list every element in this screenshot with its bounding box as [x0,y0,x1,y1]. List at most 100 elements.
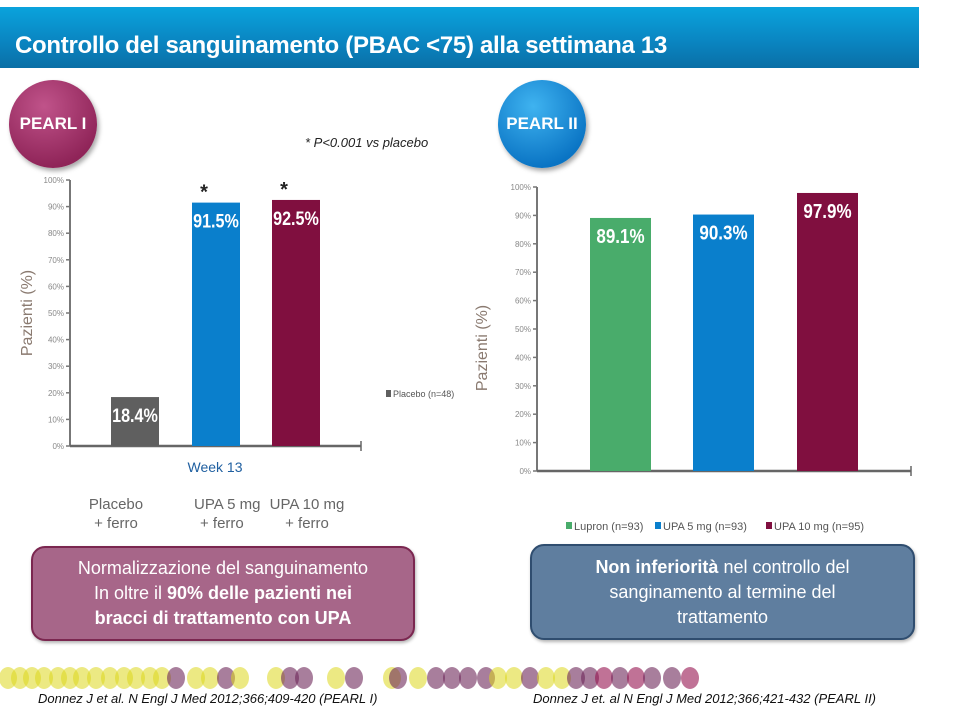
box-text: In oltre il [93,583,167,603]
x-axis-label: Week 13 [188,459,243,475]
y-tick-label: 20% [515,410,531,419]
decorative-dot [627,667,645,689]
citation-left: Donnez J et al. N Engl J Med 2012;366;40… [38,691,378,706]
decorative-dot [201,667,219,689]
bar-3 [272,199,320,446]
category-label-upa5: UPA 5 mg + ferro [166,495,270,533]
y-tick-label: 0% [519,467,531,476]
y-axis-label: Pazienti (%) [19,270,36,356]
y-tick-label: 100% [511,183,531,192]
decorative-dot [281,667,299,689]
chart-2: 0% 10% 20% 30% 40% 50% 60% 70% 80% 90% 100% Pazient… [474,183,912,533]
y-tick-label: 10% [48,415,64,424]
decorative-dot [389,667,407,689]
box-bold-text: 90% delle pazienti nei [166,583,353,603]
y-tick-label: 80% [48,229,64,238]
category-line: + ferro [200,515,244,532]
y-tick-label: 0% [52,442,64,451]
legend-swatch [655,522,661,529]
decorative-dot [537,667,555,689]
citation-right: Donnez J et. al N Engl J Med 2012;366;42… [533,691,877,706]
category-line: UPA 5 mg [194,496,261,513]
y-tick-label: 90% [515,211,531,220]
data-label: 97.9% [803,200,851,223]
data-label: 92.5% [273,208,319,230]
decorative-dot [553,667,571,689]
decorative-dots [0,667,699,689]
data-label: 89.1% [596,225,644,248]
box-bold-text: bracci di trattamento con UPA [94,608,352,628]
decorative-dot [217,667,235,689]
y-tick-label: 20% [48,389,64,398]
decorative-dot [459,667,477,689]
y-tick-label: 100% [44,176,64,185]
decorative-dot [595,667,613,689]
decorative-dot [681,667,699,689]
legend-label: Placebo (n=48) [393,389,454,399]
significance-asterisk: * [280,179,288,201]
decorative-dot [409,667,427,689]
bar-2 [693,214,754,471]
decorative-dot [295,667,313,689]
title-bar: Controllo del sanguinamento (PBAC <75) a… [0,7,919,68]
category-line: + ferro [285,515,329,532]
decorative-dot [153,667,171,689]
data-label: 18.4% [112,405,158,427]
y-tick-label: 60% [48,282,64,291]
box-line: sanginamento al termine del [609,582,836,602]
legend-label: UPA 5 mg (n=93) [663,521,747,533]
box-line: Normalizzazione del sanguinamento [77,558,369,578]
decorative-dot [443,667,461,689]
y-tick-label: 70% [48,256,64,265]
decorative-dot [521,667,539,689]
category-line: + ferro [94,515,138,532]
y-tick-label: 50% [515,325,531,334]
summary-box-pearl1: Normalizzazione del sanguinamento In olt… [31,546,415,641]
legend-swatch [386,390,391,397]
slide-title: Controllo del sanguinamento (PBAC <75) a… [15,32,668,59]
decorative-dot [101,667,119,689]
category-line: UPA 10 mg [269,496,345,513]
decorative-dot [35,667,53,689]
box-line: trattamento [676,607,769,627]
y-tick-label: 40% [48,336,64,345]
data-label: 90.3% [699,221,747,244]
legend-swatch [566,522,572,529]
bar-1 [590,217,651,471]
legend-label: Lupron (n=93) [574,521,643,533]
y-tick-label: 10% [515,439,531,448]
legend-label: UPA 10 mg (n=95) [774,521,864,533]
decorative-dot [167,667,185,689]
decorative-dot [73,667,91,689]
category-label-placebo: Placebo + ferro [66,495,166,533]
decorative-dot [267,667,285,689]
decorative-dot [427,667,445,689]
decorative-dot [581,667,599,689]
decorative-dot [345,667,363,689]
decorative-dot [611,667,629,689]
p-value-note: * P<0.001 vs placebo [305,135,429,150]
bar-2 [192,202,240,446]
y-axis-label: Pazienti (%) [474,305,491,391]
box-bold-text: Non inferiorità [595,557,719,577]
decorative-dot [231,667,249,689]
category-label-upa10: UPA 10 mg + ferro [257,495,357,533]
pearl1-badge: PEARL I [9,80,97,168]
decorative-dot [505,667,523,689]
y-tick-label: 70% [515,268,531,277]
decorative-dot [327,667,345,689]
y-tick-label: 30% [515,382,531,391]
decorative-dot [567,667,585,689]
legend-swatch [766,522,772,529]
y-tick-label: 30% [48,362,64,371]
y-tick-label: 40% [515,353,531,362]
y-tick-label: 60% [515,297,531,306]
chart-1: 0% 10% 20% 30% 40% 50% 60% 70% 80% 90% 100% Pazient… [19,176,454,475]
category-line: Placebo [88,496,144,513]
decorative-dot [643,667,661,689]
bar-3 [797,192,858,472]
y-tick-label: 50% [48,309,64,318]
decorative-dot [489,667,507,689]
y-tick-label: 90% [48,203,64,212]
